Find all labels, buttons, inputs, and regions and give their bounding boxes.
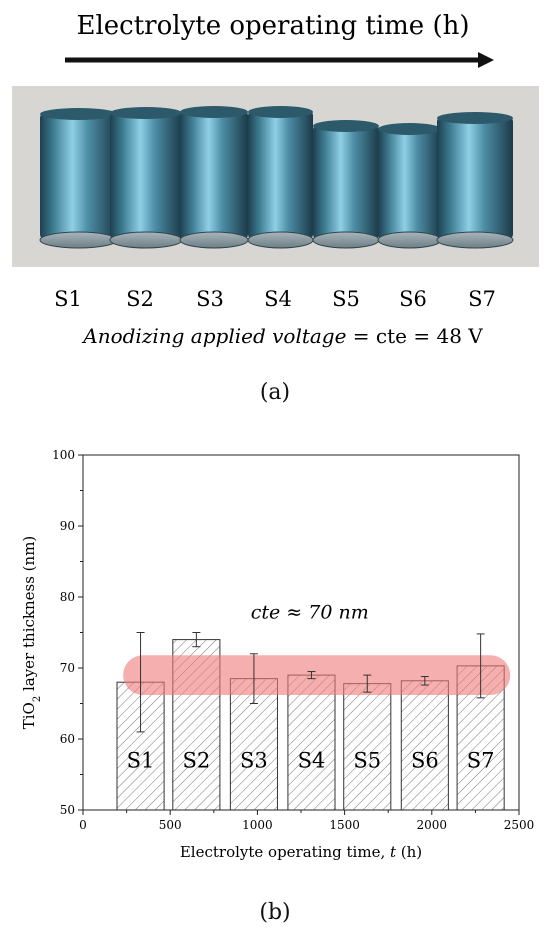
bar-label-s4: S4	[298, 748, 326, 772]
cylinder-s5	[312, 120, 380, 249]
x-axis-label-unit: (h)	[396, 843, 422, 860]
cylinders	[39, 106, 514, 249]
sample-label-s4: S4	[264, 287, 292, 311]
bar-label-s3: S3	[240, 748, 268, 772]
cylinder-s2	[109, 107, 183, 249]
y-tick-label: 100	[52, 448, 75, 462]
cylinder-s1	[39, 108, 118, 249]
x-axis-label-var: t	[390, 843, 397, 860]
time-axis-title: Electrolyte operating time (h)	[76, 11, 469, 41]
y-tick-label: 60	[60, 732, 75, 746]
y-tick-label: 50	[60, 803, 75, 817]
bar-label-s6: S6	[411, 748, 439, 772]
panel-a-svg: Electrolyte operating time (h) S1 S2 S3 S4 S…	[12, 11, 539, 348]
error-bars	[136, 632, 485, 733]
x-ticks: 0 500 1000 1500 2000 2500	[79, 810, 534, 832]
sample-labels: S1 S2 S3 S4 S5 S6 S7	[54, 287, 496, 311]
y-ticks: 50 60 70 80 90 100	[52, 448, 83, 817]
cylinder-s4	[247, 106, 314, 249]
y-axis-label-rest: layer thickness (nm)	[20, 536, 38, 696]
bar-label-s2: S2	[182, 748, 210, 772]
band-annotation: cte ≈ 70 nm	[251, 601, 369, 623]
sample-label-s7: S7	[468, 287, 496, 311]
thickness-chart: S1 S2 S3 S4 S5 S6 S7 50 60 70 80 90 100 0 500 1000 150…	[20, 448, 534, 861]
x-axis-label-main: Electrolyte operating time,	[180, 843, 390, 860]
error-bar-s5	[363, 674, 372, 693]
sample-label-s5: S5	[332, 287, 360, 311]
voltage-label-italic: Anodizing applied voltage	[81, 324, 346, 348]
voltage-label: Anodizing applied voltage = cte = 48 V	[81, 324, 483, 348]
bar-s4	[287, 674, 336, 811]
sample-label-s6: S6	[399, 287, 427, 311]
x-tick-label: 2500	[504, 818, 535, 832]
y-axis-label: TiO2 layer thickness (nm)	[20, 536, 43, 730]
sample-label-s3: S3	[196, 287, 224, 311]
y-tick-label: 90	[60, 519, 75, 533]
error-bar-s4	[307, 671, 316, 680]
y-tick-label: 70	[60, 661, 75, 675]
sample-label-s1: S1	[54, 287, 82, 311]
bar-label-s1: S1	[127, 748, 155, 772]
time-arrow-head	[478, 52, 494, 68]
error-bar-s7	[476, 633, 485, 699]
x-tick-label: 1500	[329, 818, 360, 832]
bar-s6	[400, 680, 449, 811]
x-tick-label: 1000	[242, 818, 273, 832]
bar-s5	[343, 683, 392, 811]
bar-label-s7: S7	[467, 748, 495, 772]
y-tick-label: 80	[60, 590, 75, 604]
x-tick-label: 0	[79, 818, 87, 832]
bar-labels: S1 S2 S3 S4 S5 S6 S7	[127, 748, 495, 772]
cylinder-s7	[436, 112, 514, 249]
y-axis-label-sub: 2	[32, 696, 43, 702]
error-bar-s3	[249, 653, 258, 704]
voltage-label-rest: = cte = 48 V	[346, 324, 483, 348]
caption-a: (a)	[259, 380, 291, 405]
bar-label-s5: S5	[353, 748, 381, 772]
panel-a: Electrolyte operating time (h) S1 S2 S3 S4 S…	[0, 0, 550, 420]
error-bar-s2	[192, 632, 201, 648]
thickness-band	[123, 655, 511, 695]
sample-label-s2: S2	[126, 287, 154, 311]
cylinder-s3	[179, 106, 249, 249]
error-bar-s1	[136, 632, 145, 733]
error-bar-s6	[420, 676, 429, 686]
x-axis-label: Electrolyte operating time, t (h)	[180, 843, 422, 860]
y-axis-label-main: TiO	[20, 702, 38, 729]
x-tick-label: 500	[159, 818, 182, 832]
x-tick-label: 2000	[417, 818, 448, 832]
panel-b: S1 S2 S3 S4 S5 S6 S7 50 60 70 80 90 100 0 500 1000 150…	[0, 430, 550, 941]
caption-b: (b)	[259, 900, 291, 925]
cylinder-s6	[377, 123, 442, 249]
